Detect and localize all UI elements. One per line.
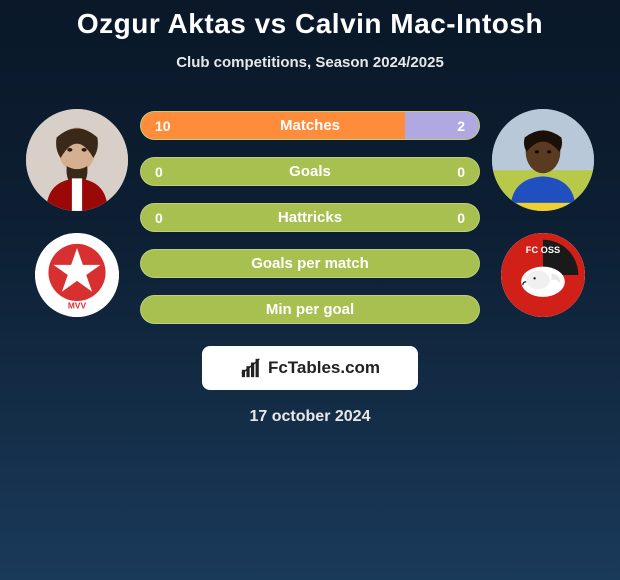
bar-value-left: 0 <box>155 210 163 226</box>
subtitle: Club competitions, Season 2024/2025 <box>0 54 620 71</box>
stat-bar: Hattricks0 0 <box>140 203 480 232</box>
stat-bar: Goals0 0 <box>140 157 480 186</box>
player-photo-left <box>26 109 128 211</box>
club-logo-left: MVV <box>35 233 119 317</box>
bar-label: Goals <box>141 157 479 186</box>
bar-value-left: 10 <box>155 118 171 134</box>
player-photo-right <box>492 109 594 211</box>
left-column: MVV <box>22 109 132 317</box>
chart-icon <box>240 357 262 379</box>
bar-label: Min per goal <box>141 295 479 324</box>
bar-label: Hattricks <box>141 203 479 232</box>
stat-bar: Min per goal <box>140 295 480 324</box>
brand-text: FcTables.com <box>268 358 380 378</box>
bar-value-left: 0 <box>155 164 163 180</box>
club-logo-right: FC OSS <box>501 233 585 317</box>
page-title: Ozgur Aktas vs Calvin Mac-Intosh <box>0 8 620 40</box>
club-right-text: FC OSS <box>526 245 560 255</box>
bar-value-right: 2 <box>457 118 465 134</box>
bar-label: Goals per match <box>141 249 479 278</box>
bar-label: Matches <box>141 111 479 140</box>
brand-badge: FcTables.com <box>202 346 418 390</box>
club-left-text: MVV <box>68 301 87 311</box>
date-text: 17 october 2024 <box>0 408 620 426</box>
infographic: Ozgur Aktas vs Calvin Mac-Intosh Club co… <box>0 0 620 426</box>
stat-bars: Matches102Goals00Hattricks00Goals per ma… <box>140 109 480 324</box>
stat-bar: Goals per match <box>140 249 480 278</box>
right-column: FC OSS <box>488 109 598 317</box>
bar-value-right: 0 <box>457 210 465 226</box>
comparison-area: MVV Matches102Goals00Hattricks00Goals pe… <box>0 109 620 324</box>
stat-bar: Matches10 2 <box>140 111 480 140</box>
bar-value-right: 0 <box>457 164 465 180</box>
